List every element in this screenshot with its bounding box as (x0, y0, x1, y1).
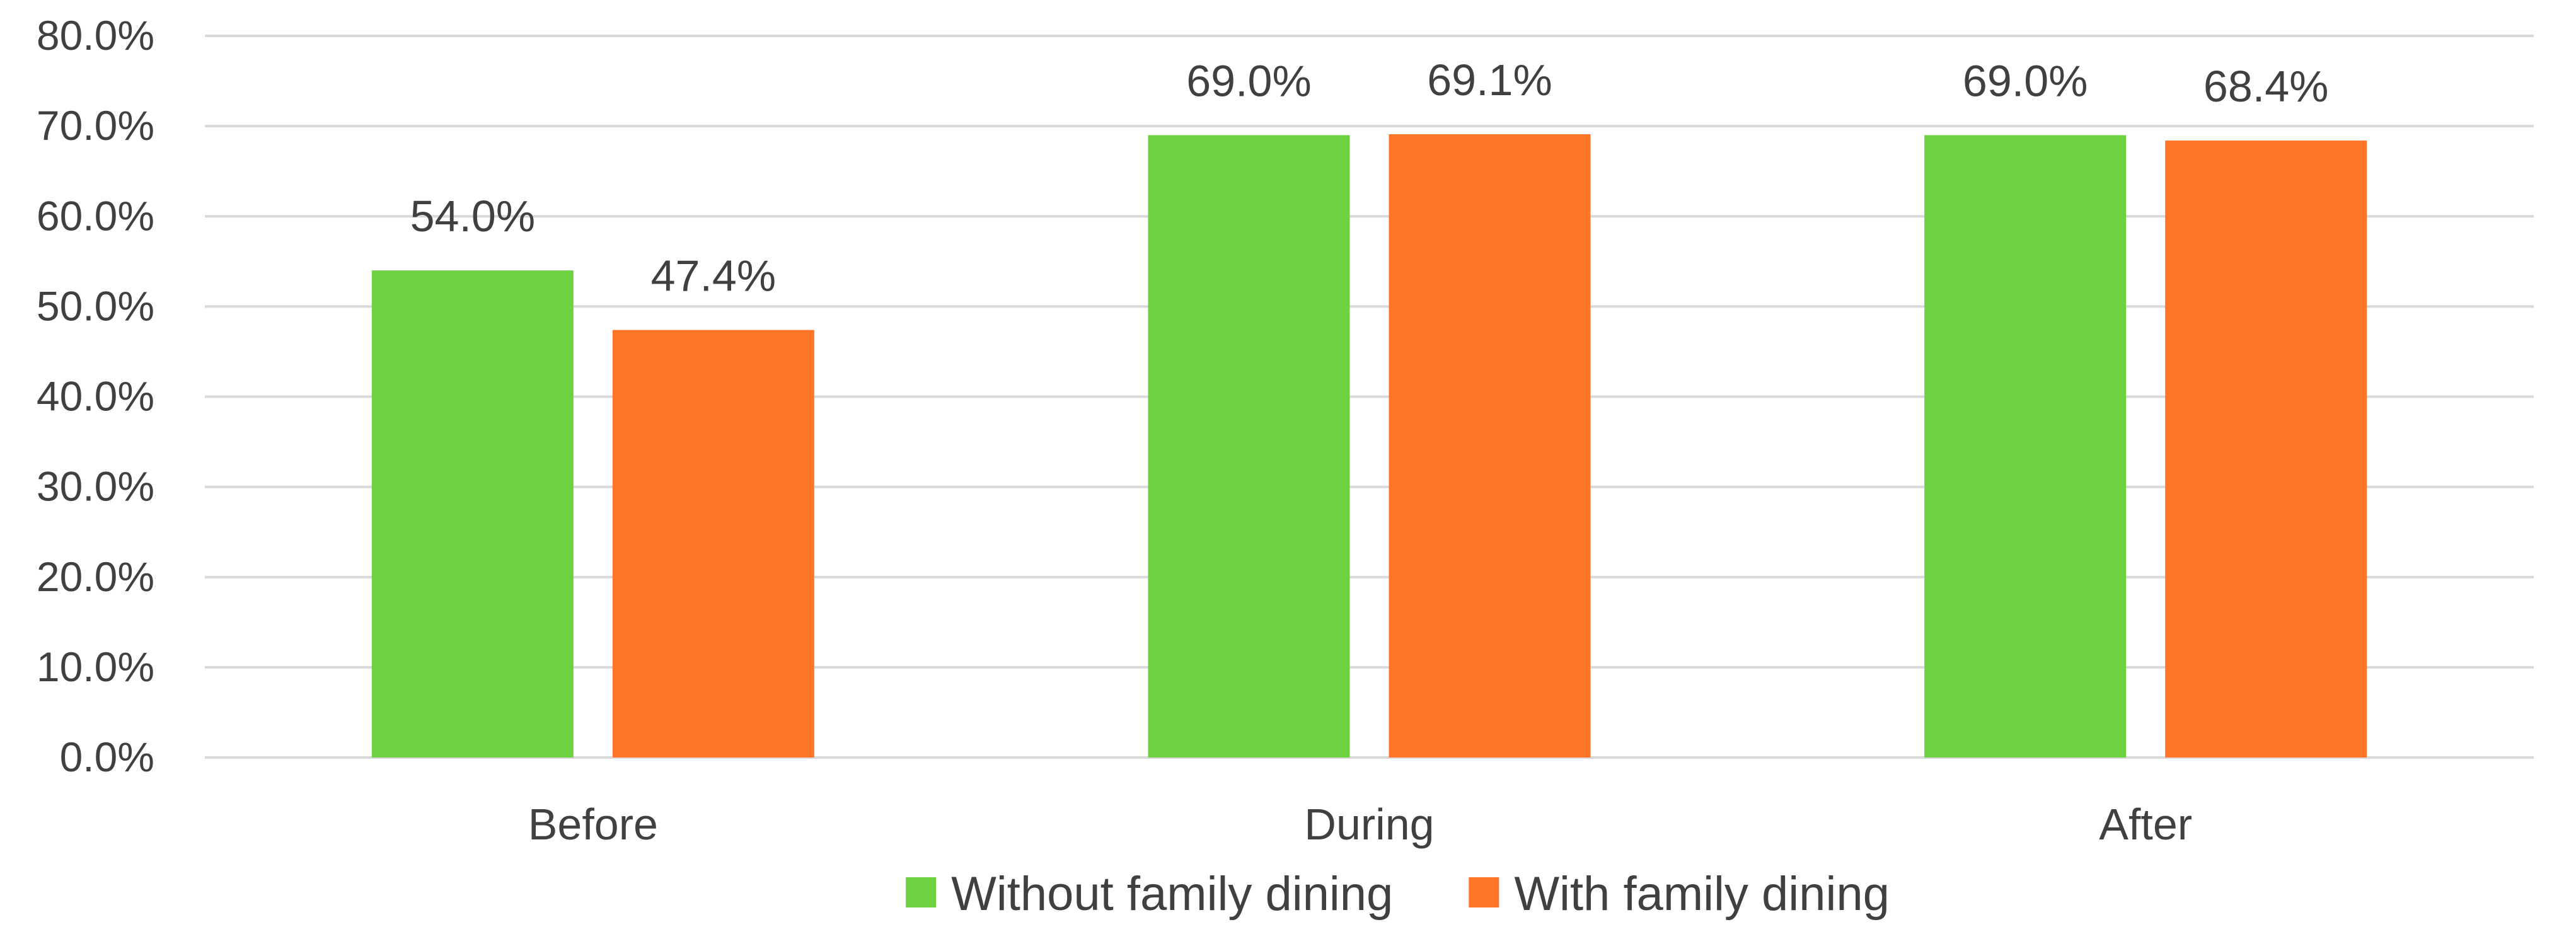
y-tick-label-40: 40.0% (37, 373, 154, 420)
category-label-after: After (2099, 800, 2192, 849)
y-tick-label-70: 70.0% (37, 102, 154, 149)
bar-without-family-dining-after (1924, 135, 2127, 758)
data-label-without-family-dining-during: 69.0% (1186, 56, 1311, 105)
category-label-before: Before (528, 800, 658, 849)
data-label-with-family-dining-before: 47.4% (651, 251, 776, 301)
legend-swatch-without-family-dining (906, 877, 937, 907)
y-axis-tick-labels: 0.0% 10.0% 20.0% 30.0% 40.0% 50.0% 60.0% 70.0% 8… (37, 12, 154, 780)
bars (371, 134, 2367, 758)
data-label-with-family-dining-after: 68.4% (2203, 62, 2328, 111)
bar-with-family-dining-before (612, 330, 814, 758)
bar-with-family-dining-after (2165, 141, 2367, 758)
data-label-with-family-dining-during: 69.1% (1427, 55, 1552, 105)
y-tick-label-0: 0.0% (60, 734, 154, 780)
category-label-during: During (1304, 800, 1434, 849)
legend-label-without-family-dining: Without family dining (951, 867, 1393, 921)
legend-item-without-family-dining: Without family dining (906, 867, 1393, 921)
bar-with-family-dining-during (1389, 134, 1591, 758)
legend-swatch-with-family-dining (1469, 877, 1499, 907)
data-label-without-family-dining-before: 54.0% (410, 192, 535, 241)
legend-label-with-family-dining: With family dining (1514, 867, 1890, 921)
y-tick-label-20: 20.0% (37, 553, 154, 600)
y-tick-label-30: 30.0% (37, 463, 154, 510)
y-tick-label-50: 50.0% (37, 282, 154, 329)
gridlines (205, 35, 2534, 759)
legend-item-with-family-dining: With family dining (1469, 867, 1890, 921)
x-axis-category-labels: Before During After (528, 800, 2192, 849)
y-tick-label-80: 80.0% (37, 12, 154, 59)
data-label-without-family-dining-after: 69.0% (1963, 56, 2088, 105)
bar-without-family-dining-during (1148, 135, 1350, 758)
data-labels: 54.0% 47.4% 69.0% 69.1% 69.0% 68.4% (410, 55, 2329, 301)
bar-without-family-dining-before (371, 270, 574, 758)
y-tick-label-60: 60.0% (37, 192, 154, 239)
legend: Without family dining With family dining (906, 867, 1890, 921)
y-tick-label-10: 10.0% (37, 643, 154, 690)
